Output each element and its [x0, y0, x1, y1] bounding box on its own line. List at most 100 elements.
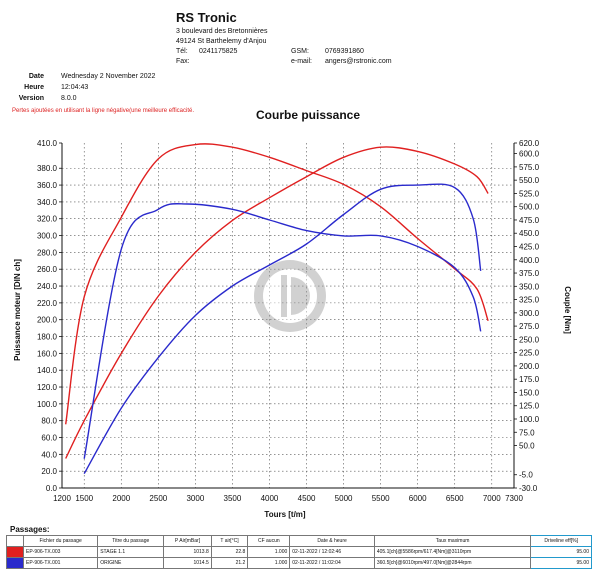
chart-axes [59, 142, 517, 489]
x-tick-label: 3500 [224, 494, 242, 503]
x-tick-label: 4500 [298, 494, 316, 503]
y-left-tick-label: 320.0 [37, 215, 58, 224]
y-right-tick-label: 400.0 [519, 256, 540, 265]
col-title: Titre du passage [97, 535, 165, 547]
chart-series [65, 143, 489, 475]
x-tick-label: 7000 [483, 494, 501, 503]
y-right-tick-label: 425.0 [519, 243, 540, 252]
x-tick-label: 4000 [261, 494, 279, 503]
passage-row: EP-906-TX.003 STAGE 1.1 1013.8 22.8 1.000 02-… [6, 546, 592, 558]
email-value: angers@rstronic.com [325, 58, 392, 65]
y-right-tick-label: 225.0 [519, 349, 540, 358]
y-right-tick-label: 175.0 [519, 375, 540, 384]
date-value: Wednesday 2 November 2022 [61, 73, 156, 80]
passage-cell: 1014.5 [163, 557, 212, 569]
y-left-tick-label: 380.0 [37, 164, 58, 173]
y-right-tick-label: 100.0 [519, 415, 540, 424]
y-right-tick-label: 575.0 [519, 163, 540, 172]
passage-color-swatch [6, 546, 24, 558]
x-tick-label: 7300 [505, 494, 523, 503]
passages-title: Passages: [10, 525, 50, 534]
y-right-tick-label: 450.0 [519, 229, 540, 238]
y-left-tick-label: 280.0 [37, 248, 58, 257]
loss-note: Pertes ajoutées en utilisant la ligne né… [12, 108, 194, 114]
col-pair: P Air[mBar] [163, 535, 212, 547]
color-header [6, 535, 24, 547]
passage-row: EP-906-TX.001 ORIGINE 1014.5 21.2 1.000 02-11… [6, 557, 592, 569]
y-right-tick-label: 75.0 [519, 428, 535, 437]
y-left-tick-label: 0.0 [46, 484, 58, 493]
passage-cell: 21.2 [210, 557, 249, 569]
y-right-tick-label: 325.0 [519, 296, 540, 305]
y-left-tick-label: 20.0 [41, 467, 57, 476]
version-value: 8.0.0 [61, 95, 77, 102]
y-left-tick-label: 300.0 [37, 232, 58, 241]
y-axis-left-label: Puissance moteur [DIN ch] [13, 259, 22, 361]
y-left-tick-label: 40.0 [41, 450, 57, 459]
passage-cell: EP-906-TX.003 [22, 546, 99, 558]
y-left-tick-label: 180.0 [37, 333, 58, 342]
passage-cell: 02-11-2022 / 11:02:04 [289, 557, 375, 569]
tel-label: Tél: [176, 48, 188, 55]
series-line-0 [65, 146, 489, 459]
y-left-tick-label: 80.0 [41, 417, 57, 426]
x-tick-label: 3000 [186, 494, 204, 503]
y-left-tick-label: 360.0 [37, 181, 58, 190]
time-label: Heure [24, 84, 44, 91]
col-cf: CF aucun [247, 535, 291, 547]
passage-cell: 1013.8 [163, 546, 212, 558]
date-label: Date [28, 73, 44, 80]
y-left-tick-label: 340.0 [37, 198, 58, 207]
y-right-tick-label: 150.0 [519, 388, 540, 397]
y-right-tick-label: 620.0 [519, 139, 540, 148]
x-tick-label: 6500 [446, 494, 464, 503]
series-line-3 [83, 202, 482, 459]
x-tick-label: 6000 [409, 494, 427, 503]
x-axis-label: Tours [t/m] [264, 510, 306, 519]
series-line-2 [83, 183, 482, 475]
y-right-tick-label: 600.0 [519, 150, 540, 159]
y-axis-right-label: Couple [Nm] [563, 286, 572, 334]
passage-cell: 1.000 [247, 546, 291, 558]
passage-cell: 22.8 [210, 546, 249, 558]
y-left-tick-label: 260.0 [37, 265, 58, 274]
address-line-2: 49124 St Barthelemy d'Anjou [176, 38, 267, 45]
y-right-tick-label: 300.0 [519, 309, 540, 318]
x-tick-label: 5500 [372, 494, 390, 503]
y-right-tick-label: 525.0 [519, 189, 540, 198]
col-file: Fichier du passage [22, 535, 99, 547]
passage-cell: STAGE 1.1 [97, 546, 165, 558]
y-right-tick-label: 275.0 [519, 322, 540, 331]
y-left-tick-label: 240.0 [37, 282, 58, 291]
y-right-tick-label: 550.0 [519, 176, 540, 185]
version-label: Version [18, 95, 44, 102]
fax-label: Fax: [176, 58, 190, 65]
email-label: e-mail: [291, 58, 313, 65]
passage-cell: 95.00 [530, 557, 592, 569]
x-tick-label: 1500 [75, 494, 93, 503]
passage-cell: 02-11-2022 / 12:02:46 [289, 546, 375, 558]
passage-cell: EP-906-TX.001 [22, 557, 99, 569]
y-right-tick-label: 50.0 [519, 442, 535, 451]
col-date: Date & heure [289, 535, 375, 547]
y-right-tick-label: 125.0 [519, 402, 540, 411]
col-tair: T air[°C] [210, 535, 249, 547]
y-right-tick-label: 350.0 [519, 282, 540, 291]
x-tick-label: 2000 [112, 494, 130, 503]
passage-cell: 95.00 [530, 546, 592, 558]
logo-watermark [254, 260, 326, 332]
y-right-tick-label: 475.0 [519, 216, 540, 225]
y-left-tick-label: 200.0 [37, 316, 58, 325]
passages-header-row: Fichier du passage Titre du passage P Ai… [6, 535, 592, 547]
passages-table: Fichier du passage Titre du passage P Ai… [6, 535, 592, 569]
y-left-tick-label: 60.0 [41, 434, 57, 443]
company-name: RS Tronic [176, 10, 237, 25]
chart-title: Courbe puissance [256, 108, 361, 122]
tel-value: 0241175825 [199, 48, 238, 55]
y-left-tick-label: 140.0 [37, 366, 58, 375]
time-value: 12:04:43 [61, 84, 89, 91]
passage-cell: 405.1[ch]@5586rpm/617.4[Nm]@3110rpm [373, 546, 532, 558]
passage-color-swatch [6, 557, 24, 569]
y-right-tick-label: 500.0 [519, 203, 540, 212]
